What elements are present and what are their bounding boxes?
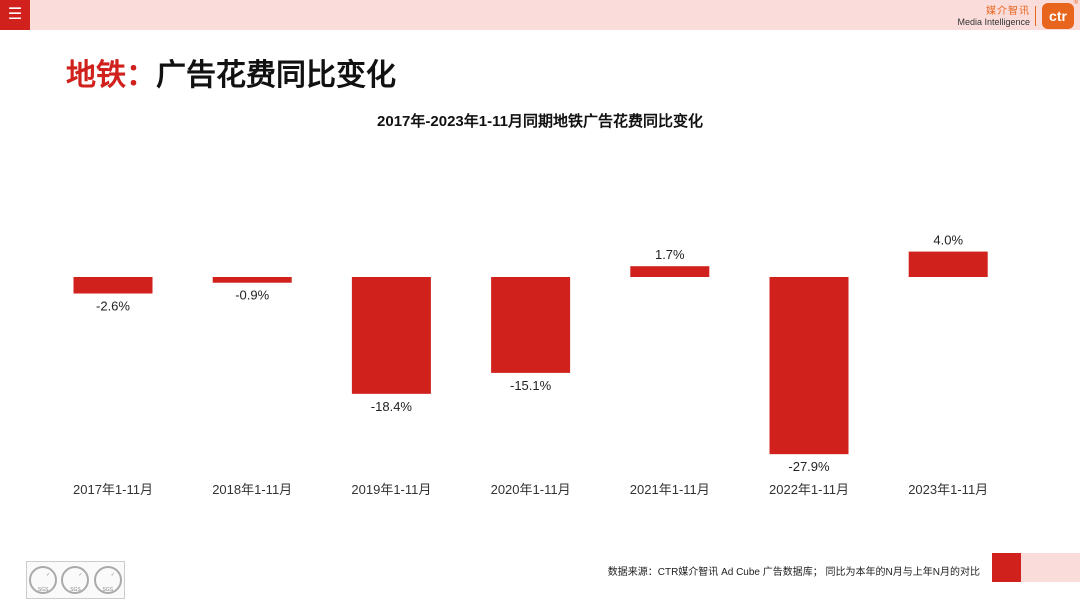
ctr-logo: ctr [1042,3,1074,29]
x-tick-label-6: 2023年1-11月 [908,482,988,497]
sgs-badge-icon: ✓ SGS [61,566,90,594]
x-tick-label-5: 2022年1-11月 [769,482,849,497]
data-source-note: 数据来源：CTR媒介智讯 Ad Cube 广告数据库； 同比为本年的N月与上年N… [607,567,980,578]
x-tick-label-3: 2020年1-11月 [491,482,571,497]
brand-divider [1035,6,1036,26]
sgs-badge-label: SGS [70,587,81,593]
data-label-4: 1.7% [655,247,685,262]
page-title: 地铁：广告花费同比变化 [66,50,396,94]
chart-title: 2017年-2023年1-11月同期地铁广告花费同比变化 [377,113,703,130]
sgs-badge-label: SGS [37,587,49,593]
hamburger-icon: ☰ [7,6,23,23]
bar-6 [908,251,988,277]
x-tick-label-0: 2017年1-11月 [73,482,153,497]
bar-3 [491,277,571,373]
x-tick-label-2: 2019年1-11月 [351,482,431,497]
bar-2 [351,277,431,394]
page-title-accent: 地铁： [66,59,156,92]
menu-button[interactable]: ☰ [0,0,30,30]
sgs-badge-icon: ✓ SGS [93,566,122,594]
bar-0 [73,277,153,294]
data-label-1: -0.9% [235,288,269,303]
certification-badges: ✓ SGS ✓ SGS ✓ SGS [26,561,125,599]
brand-name-cn: 媒介智讯 [986,6,1030,17]
data-label-6: 4.0% [933,233,963,248]
data-label-3: -15.1% [510,378,552,393]
bar-5 [769,277,849,455]
data-label-0: -2.6% [96,299,130,314]
bar-4 [630,266,710,277]
data-label-2: -18.4% [371,399,413,414]
x-tick-label-1: 2018年1-11月 [212,482,292,497]
sgs-badge-icon: ✓ SGS [29,566,58,594]
page-title-rest: 广告花费同比变化 [156,59,396,92]
brand-text: 媒介智讯 Media Intelligence [957,6,1030,27]
registered-mark: ® [1073,0,1078,6]
footer-red-block [992,553,1021,582]
x-tick-label-4: 2021年1-11月 [630,482,710,497]
sgs-badge-label: SGS [102,587,114,593]
top-bar [0,0,1080,30]
bar-1 [212,277,292,283]
data-label-5: -27.9% [788,459,830,474]
brand-name-en: Media Intelligence [957,16,1030,27]
